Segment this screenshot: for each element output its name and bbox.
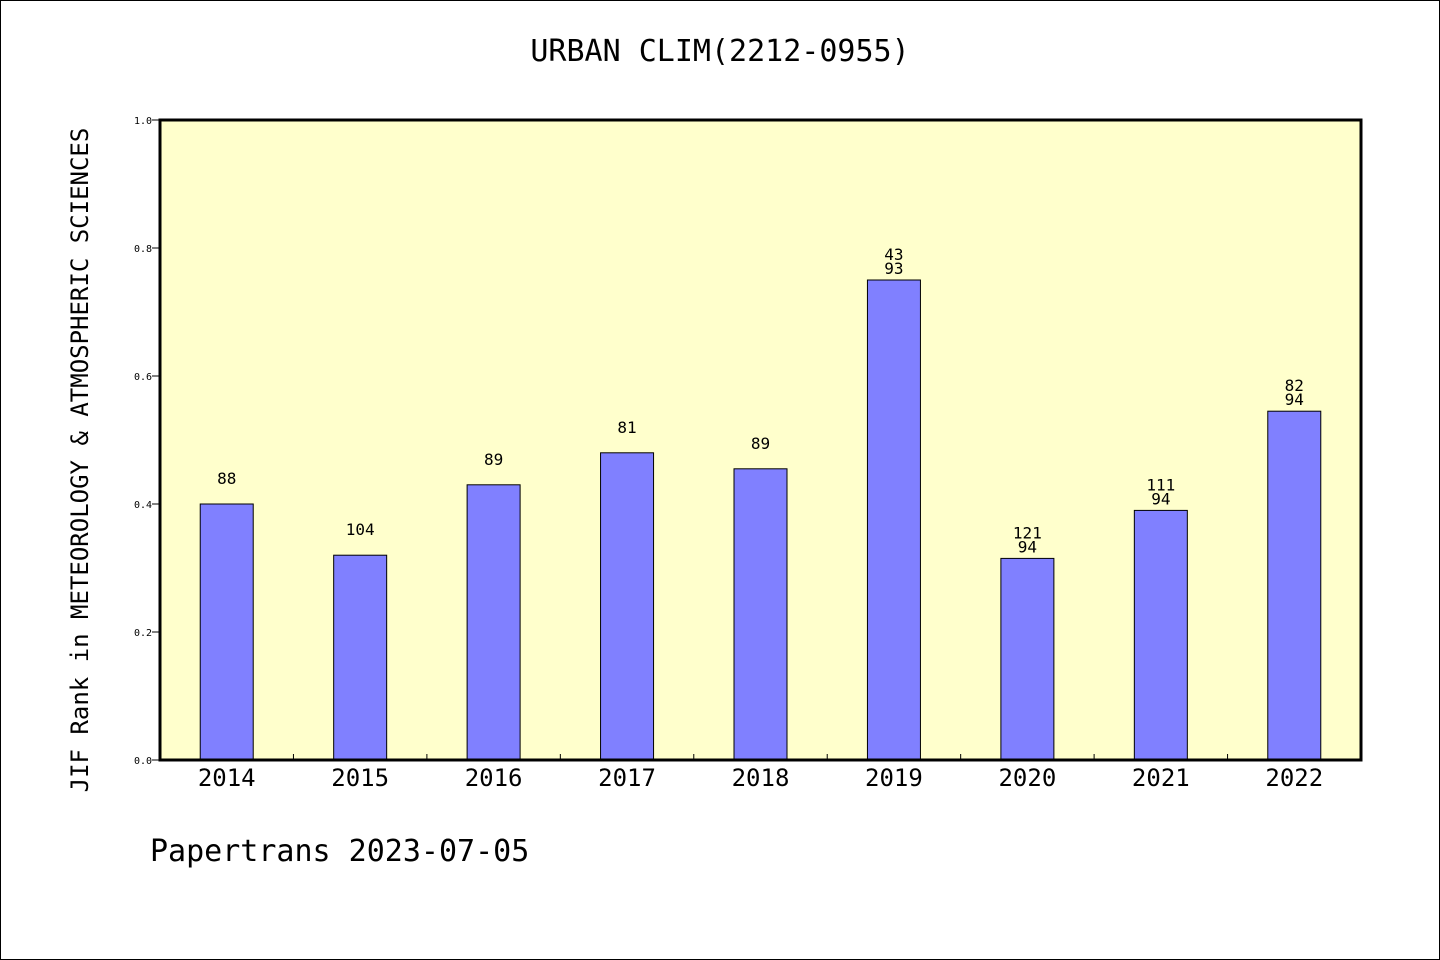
x-tick-label: 2019	[865, 764, 923, 792]
bar-data-label: 89	[751, 434, 770, 453]
bar-2015	[333, 554, 388, 761]
x-ticks-group: 2014 2015 2016 2017 2018 2019 2020 2021 2022	[198, 754, 1323, 792]
y-tick-label: 1.0	[134, 116, 152, 127]
bar-data-label: 94	[1285, 390, 1304, 409]
bar-2017	[600, 452, 655, 761]
x-tick-label: 2014	[198, 764, 256, 792]
bar-data-label: 93	[884, 259, 903, 278]
bar-data-label: 82	[1285, 376, 1304, 395]
y-tick-label: 0.6	[134, 372, 152, 383]
bar-data-label: 94	[1151, 489, 1170, 508]
y-tick-label: 0.4	[134, 500, 152, 511]
bar-data-label: 94	[1018, 537, 1037, 556]
bar-data-label: 89	[484, 450, 503, 469]
bar-data-label: 104	[346, 520, 375, 539]
bar-data-label: 111	[1146, 475, 1175, 494]
chart-title: URBAN CLIM(2212-0955)	[530, 34, 910, 69]
x-tick-label: 2022	[1265, 764, 1323, 792]
bar-2021	[1133, 509, 1188, 761]
bar-2014	[199, 503, 254, 761]
bar-data-label: 43	[884, 245, 903, 264]
y-tick-label: 0.8	[134, 244, 152, 255]
plot-border	[158, 118, 1363, 762]
y-tick-label: 0.2	[134, 628, 152, 639]
bar-2022	[1267, 410, 1322, 761]
y-ticks-group: 0.0 0.2 0.4 0.6 0.8 1.0	[134, 116, 160, 767]
bar-data-label: 121	[1013, 523, 1042, 542]
x-tick-label: 2015	[331, 764, 389, 792]
bar-data-label: 81	[617, 418, 636, 437]
x-tick-label: 2018	[732, 764, 790, 792]
bars-group	[199, 279, 1322, 761]
x-tick-label: 2017	[598, 764, 656, 792]
bar-2019	[866, 279, 921, 761]
y-tick-label: 0.0	[134, 756, 152, 767]
bar-2020	[1000, 557, 1055, 761]
bar-data-label: 88	[217, 469, 236, 488]
x-tick-label: 2016	[465, 764, 523, 792]
x-tick-label: 2020	[998, 764, 1056, 792]
x-tick-label: 2021	[1132, 764, 1190, 792]
footer-credit: Papertrans 2023-07-05	[150, 834, 530, 869]
bar-2018	[733, 468, 788, 761]
bar-2016	[466, 484, 521, 761]
